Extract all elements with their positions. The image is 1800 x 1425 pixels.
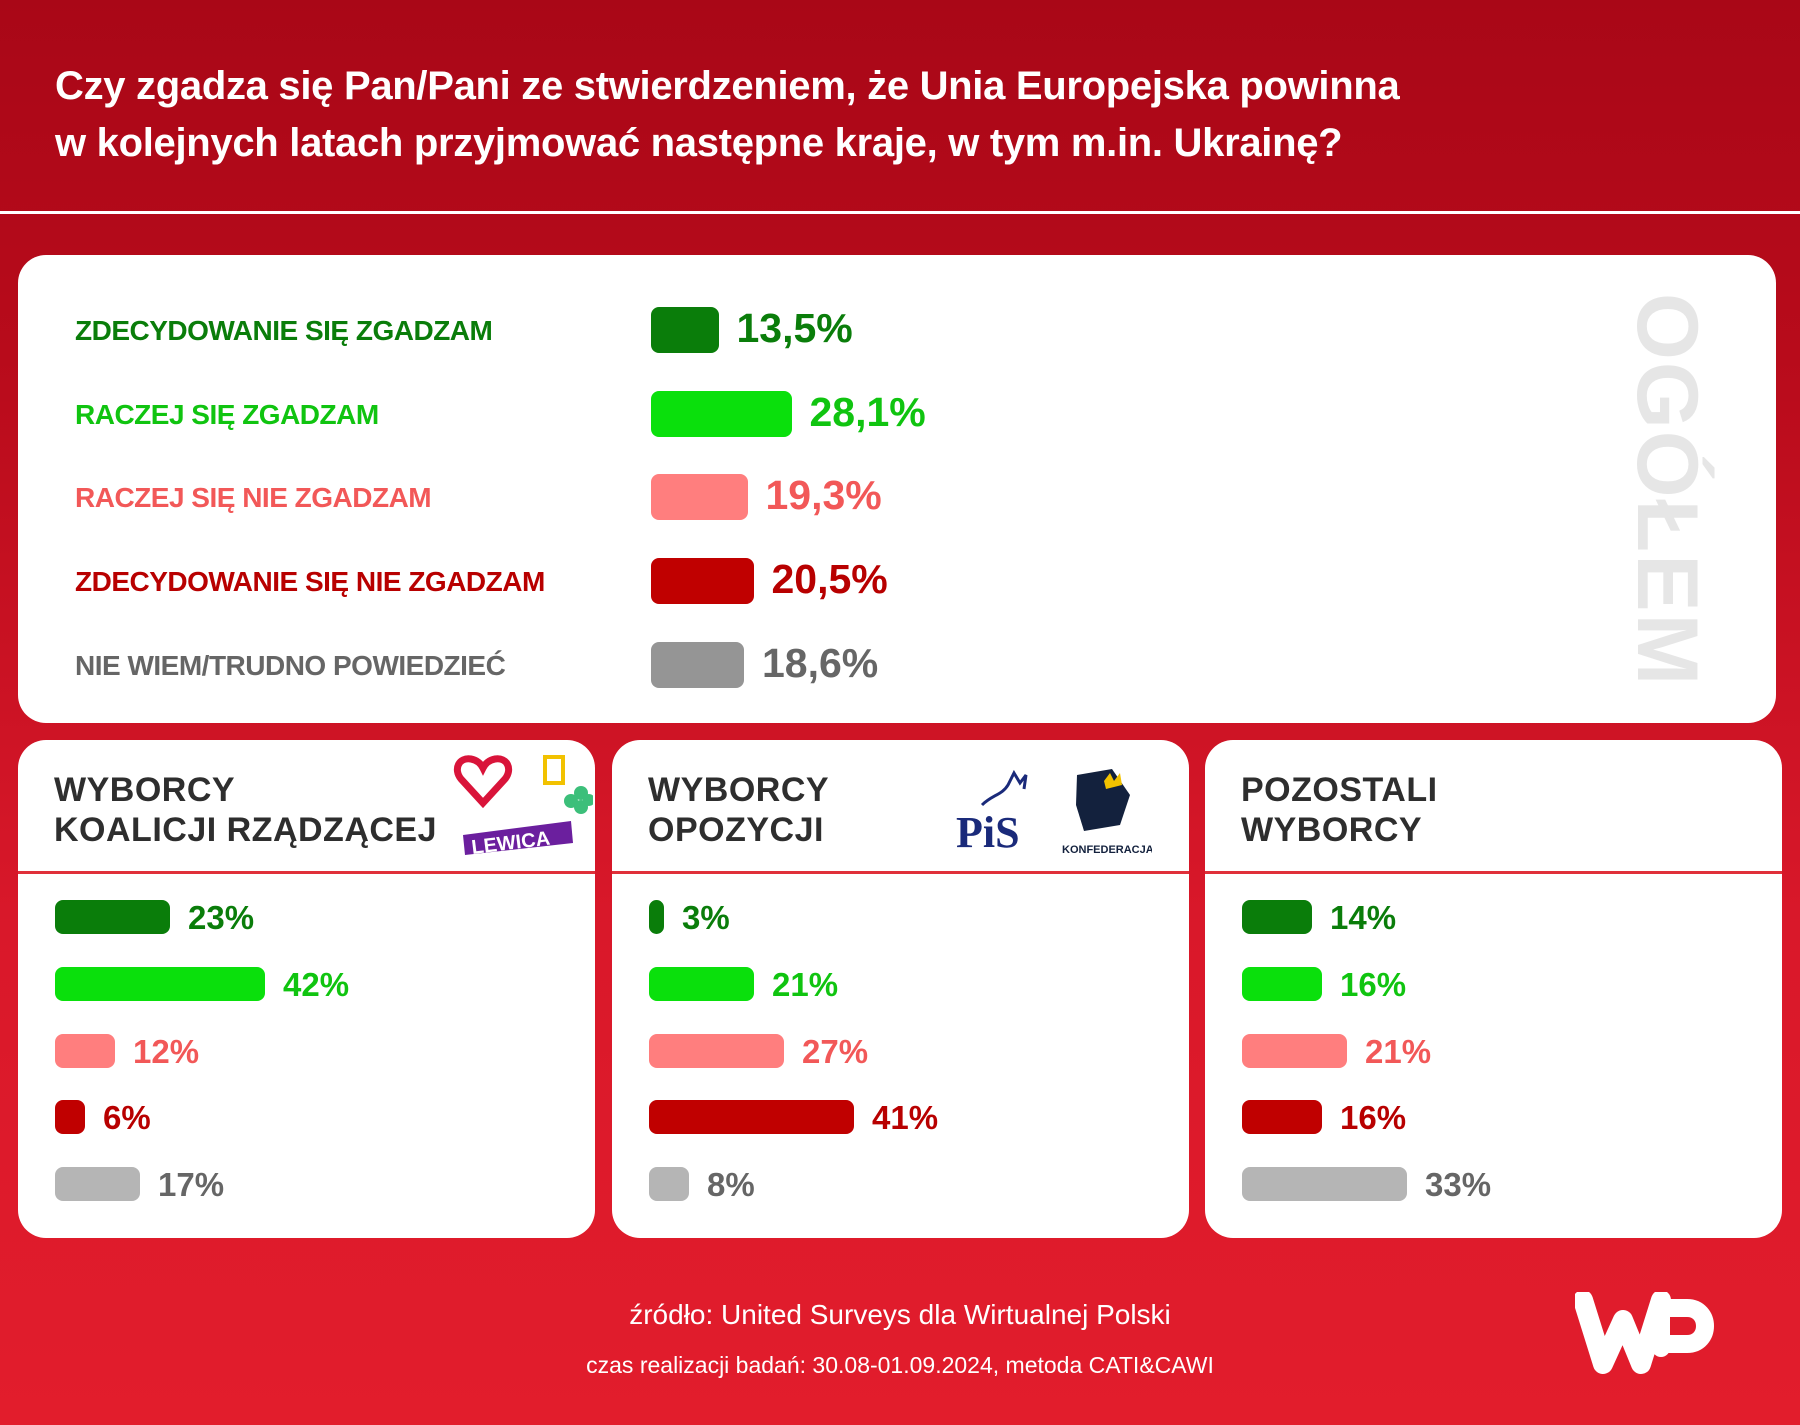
bar (651, 558, 754, 604)
card-title-line-1: WYBORCY (648, 771, 830, 809)
value-label: 16% (1340, 966, 1407, 1003)
value-label: 18,6% (762, 640, 879, 686)
value-label: 13,5% (736, 305, 853, 351)
value-label: 6% (103, 1099, 151, 1136)
overall-row: RACZEJ SIĘ ZGADZAM 28,1% (18, 389, 1018, 437)
value-label: 20,5% (771, 556, 888, 602)
bar (649, 1167, 689, 1201)
opposition-parties-logo: PiS KONFEDERACJA (956, 769, 1152, 857)
value-label: 23% (188, 899, 255, 936)
bar (649, 967, 754, 1001)
category-label: ZDECYDOWANIE SIĘ ZGADZAM (75, 315, 493, 346)
value-label: 28,1% (809, 389, 926, 435)
card-divider (1205, 871, 1782, 874)
card-divider (612, 871, 1189, 874)
bar (55, 900, 170, 934)
heart-icon (453, 755, 513, 809)
konfederacja-eagle-icon (1076, 769, 1130, 831)
method-text: czas realizacji badań: 30.08-01.09.2024,… (586, 1352, 1214, 1378)
overall-row: NIE WIEM/TRUDNO POWIEDZIEĆ 18,6% (18, 640, 1018, 688)
overall-row: ZDECYDOWANIE SIĘ NIE ZGADZAM 20,5% (18, 556, 1018, 604)
bar (55, 1100, 85, 1134)
value-label: 8% (707, 1166, 755, 1203)
card-title-line-1: POZOSTALI (1241, 771, 1438, 809)
bar (651, 391, 792, 437)
card-title-line-2: OPOZYCJI (648, 811, 824, 849)
title-line-1: Czy zgadza się Pan/Pani ze stwierdzeniem… (55, 64, 1400, 108)
value-label: 14% (1330, 899, 1397, 936)
coalition-parties-logo: LEWICA (453, 755, 593, 855)
divider (0, 211, 1800, 214)
lewica-logo-text: LEWICA (470, 828, 551, 855)
card-divider (18, 871, 595, 874)
konfederacja-logo-text: KONFEDERACJA (1062, 844, 1152, 856)
value-label: 33% (1425, 1166, 1492, 1203)
bar (651, 474, 748, 520)
overall-row: RACZEJ SIĘ NIE ZGADZAM 19,3% (18, 472, 1018, 520)
value-label: 21% (772, 966, 839, 1003)
card-title: POZOSTALI WYBORCY (1241, 770, 1438, 850)
pis-logo-text: PiS (956, 808, 1020, 857)
category-label: NIE WIEM/TRUDNO POWIEDZIEĆ (75, 650, 506, 681)
bar (649, 900, 664, 934)
card-title-line-2: KOALICJI RZĄDZĄCEJ (54, 811, 438, 849)
card-title-line-2: WYBORCY (1241, 811, 1423, 849)
value-label: 19,3% (765, 472, 882, 518)
wp-logo (1575, 1292, 1714, 1374)
bar (649, 1034, 784, 1068)
card-title: WYBORCY KOALICJI RZĄDZĄCEJ (54, 770, 437, 850)
other-voters-card: POZOSTALI WYBORCY 14% 16% 21% 16% 33% (1205, 740, 1782, 1238)
bar (55, 1034, 115, 1068)
page-title: Czy zgadza się Pan/Pani ze stwierdzeniem… (55, 58, 1400, 172)
value-label: 3% (682, 899, 730, 936)
bar (1242, 1167, 1407, 1201)
polska2050-icon (543, 755, 565, 785)
value-label: 41% (872, 1099, 939, 1136)
value-label: 21% (1365, 1033, 1432, 1070)
bar (1242, 1100, 1322, 1134)
value-label: 16% (1340, 1099, 1407, 1136)
bar (1242, 900, 1312, 934)
title-line-2: w kolejnych latach przyjmować następne k… (55, 121, 1343, 165)
category-label: RACZEJ SIĘ NIE ZGADZAM (75, 482, 432, 513)
pis-eagle-icon (980, 769, 1028, 807)
value-label: 12% (133, 1033, 200, 1070)
bar (651, 307, 719, 353)
bar (55, 967, 265, 1001)
value-label: 42% (283, 966, 350, 1003)
source-text: źródło: United Surveys dla Wirtualnej Po… (629, 1299, 1171, 1330)
bar (1242, 967, 1322, 1001)
bar (55, 1167, 140, 1201)
opposition-voters-card: WYBORCY OPOZYCJI PiS KONFEDERACJA 3% 21% 2… (612, 740, 1189, 1238)
value-label: 17% (158, 1166, 225, 1203)
value-label: 27% (802, 1033, 869, 1070)
bar (649, 1100, 854, 1134)
card-title: WYBORCY OPOZYCJI (648, 770, 829, 850)
card-title-line-1: WYBORCY (54, 771, 236, 809)
overall-row: ZDECYDOWANIE SIĘ ZGADZAM 13,5% (18, 305, 1018, 353)
overall-label: OGÓŁEM (1619, 293, 1715, 688)
category-label: ZDECYDOWANIE SIĘ NIE ZGADZAM (75, 566, 545, 597)
category-label: RACZEJ SIĘ ZGADZAM (75, 399, 379, 430)
bar (1242, 1034, 1347, 1068)
overall-chart-card: OGÓŁEM ZDECYDOWANIE SIĘ ZGADZAM 13,5% RACZ… (18, 255, 1776, 723)
bar (651, 642, 744, 688)
coalition-voters-card: WYBORCY KOALICJI RZĄDZĄCEJ LEWICA 23% 42%… (18, 740, 595, 1238)
